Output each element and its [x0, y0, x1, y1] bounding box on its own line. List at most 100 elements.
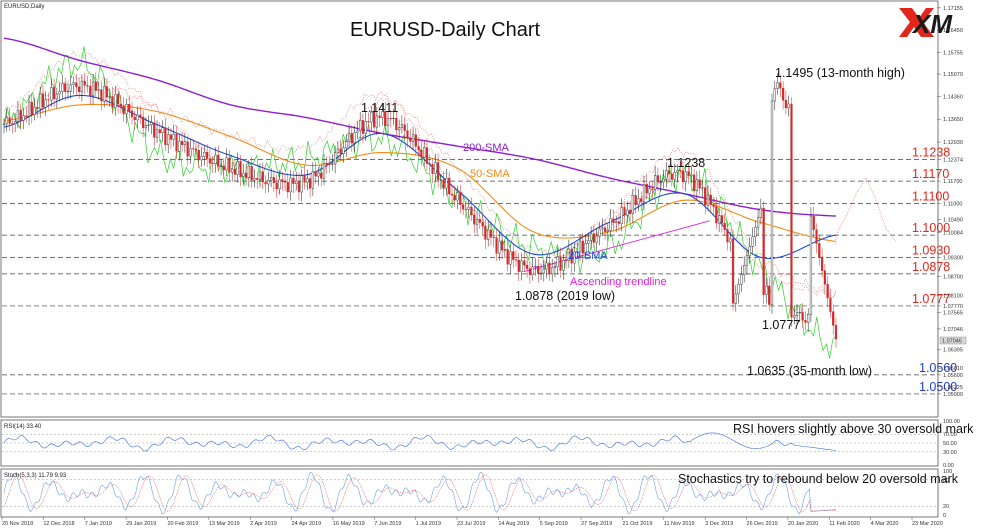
- candle-body: [807, 313, 810, 323]
- candle-body: [139, 114, 142, 118]
- candle-body: [325, 163, 328, 165]
- annotation-feb-low: 1.0777: [762, 318, 800, 332]
- candle-body: [695, 179, 698, 192]
- time-tick-label: 20 Feb 2019: [167, 521, 198, 527]
- candle-body: [406, 130, 409, 139]
- time-tick-label: 27 Sep 2019: [581, 521, 612, 527]
- candle-body: [820, 256, 824, 271]
- candle-body: [239, 161, 242, 177]
- price-tick-label: 1.09300: [943, 255, 963, 261]
- candle-body: [247, 165, 250, 178]
- label-sma50: 50-SMA: [470, 168, 510, 180]
- time-tick-label: 29 Jan 2019: [126, 521, 156, 527]
- candle-body: [116, 94, 120, 105]
- time-tick-label: 5 Sep 2019: [540, 521, 568, 527]
- candle-body: [729, 238, 732, 243]
- candle-body: [787, 103, 790, 109]
- candle-body: [628, 209, 632, 214]
- candle-body: [829, 297, 832, 312]
- candle-body: [233, 168, 237, 175]
- candle-body: [39, 93, 42, 110]
- candle-body: [8, 117, 11, 124]
- candle-body: [670, 173, 673, 180]
- candle-body: [97, 89, 100, 91]
- candle-body: [467, 206, 470, 210]
- candle-body: [500, 240, 504, 251]
- price-tick-label: 1.07046: [943, 327, 963, 333]
- candle-body: [826, 284, 829, 299]
- candle-body: [492, 237, 495, 239]
- candle-body: [581, 240, 584, 254]
- price-tick-label: 1.06395: [943, 348, 963, 354]
- candle-body: [236, 161, 239, 175]
- xm-logo-text: XM: [911, 9, 953, 39]
- candle-body: [489, 229, 493, 238]
- candle-body: [665, 170, 668, 180]
- annotation-high-13m: 1.1495 (13-month high): [775, 66, 905, 80]
- candle-body: [718, 215, 721, 224]
- price-tick-label: 1.13650: [943, 117, 963, 123]
- candle-body: [715, 206, 718, 224]
- level-label-1-0930: 1.0930: [912, 243, 950, 257]
- candle-body: [25, 115, 28, 117]
- price-tick-label: 1.07565: [943, 310, 963, 316]
- candle-body: [169, 134, 173, 140]
- candle-body: [258, 171, 262, 180]
- candle-body: [654, 175, 657, 190]
- rsi-label: RSI(14) 33.40: [4, 424, 42, 430]
- candle-body: [809, 215, 813, 315]
- candle-body: [19, 110, 22, 121]
- label-trendline: Ascending trendline: [570, 276, 667, 288]
- current-price-tag: 1.07046: [939, 336, 967, 345]
- time-tick-label: 13 Mar 2019: [209, 521, 240, 527]
- candle-body: [495, 237, 498, 254]
- candle-body: [303, 175, 306, 183]
- annotation-dec-high: 1.1238: [667, 156, 705, 170]
- candle-body: [503, 249, 506, 251]
- candle-body: [506, 249, 509, 265]
- annotation-low-35m: 1.0635 (35-month low): [747, 364, 872, 378]
- candle-body: [706, 194, 710, 206]
- candle-body: [334, 152, 337, 165]
- level-label-1-1238: 1.1238: [912, 146, 950, 160]
- candle-body: [270, 177, 273, 181]
- candle-body: [186, 141, 189, 157]
- price-tick-label: 1.05600: [943, 373, 963, 379]
- candle-body: [328, 163, 331, 165]
- candle-body: [784, 100, 788, 109]
- candle-body: [41, 93, 45, 108]
- candle-body: [91, 81, 95, 96]
- level-label-1-1100: 1.1100: [912, 189, 949, 203]
- candle-body: [759, 207, 762, 218]
- candle-body: [464, 208, 468, 210]
- candle-body: [128, 104, 131, 112]
- candle-body: [272, 177, 276, 183]
- candle-body: [712, 204, 715, 207]
- candle-body: [111, 96, 114, 108]
- candle-body: [69, 84, 72, 92]
- candle-body: [804, 320, 807, 323]
- candle-body: [795, 312, 799, 316]
- time-tick-label: 1 Jul 2019: [416, 521, 441, 527]
- candle-body: [598, 228, 601, 237]
- time-tick-label: 11 Feb 2020: [829, 521, 859, 527]
- candle-body: [634, 195, 637, 205]
- candle-body: [534, 265, 537, 268]
- candle-body: [640, 198, 643, 203]
- candle-body: [206, 152, 209, 159]
- candle-body: [150, 122, 153, 126]
- candle-body: [726, 229, 729, 243]
- candle-body: [779, 82, 782, 89]
- candle-body: [542, 268, 545, 274]
- candle-body: [114, 94, 117, 108]
- candle-body: [345, 141, 348, 149]
- candle-body: [136, 114, 139, 121]
- candle-body: [626, 209, 629, 216]
- candle-body: [189, 148, 192, 157]
- candle-body: [648, 188, 651, 194]
- candle-body: [300, 175, 303, 193]
- candle-body: [551, 267, 554, 275]
- candle-body: [439, 179, 442, 181]
- candle-body: [815, 229, 818, 244]
- candle-body: [36, 106, 39, 110]
